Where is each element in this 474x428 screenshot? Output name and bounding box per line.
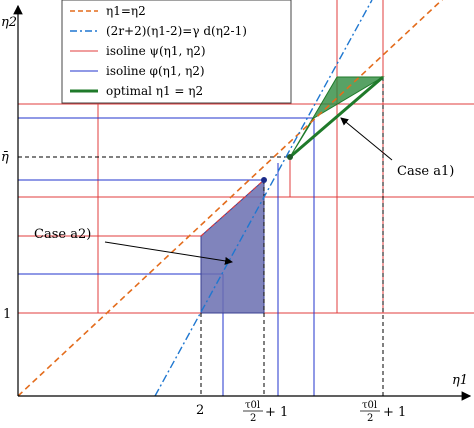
legend-box [61, 0, 292, 104]
diagonal-line [17, 0, 444, 397]
y-tick-one: 1 [3, 307, 11, 322]
constraint-line [154, 0, 373, 397]
guide-lines [18, 77, 384, 396]
a2-upper-edge [200, 179, 265, 237]
x-tick-tau-a-num: τ0l [245, 400, 260, 411]
phi-isolines [18, 117, 315, 396]
region-case-a1 [289, 76, 385, 158]
x-tick-tau-a: τ0l 2 + 1 [243, 400, 288, 424]
y-axis-label: η2 [1, 15, 17, 30]
legend-label-diag: η1=η2 [106, 4, 146, 18]
point-upper-a2 [261, 177, 267, 183]
x-tick-tau-a-suffix: + 1 [265, 405, 288, 420]
annotation-case-a2: Case a2) [34, 227, 91, 242]
legend-label-phi: isoline φ(η1, η2) [106, 64, 205, 78]
arrow-case-a2 [104, 241, 233, 265]
axes [13, 4, 472, 401]
x-tick-tau-b-suffix: + 1 [383, 405, 406, 420]
legend-label-constraint: (2r+2)(η1-2)=γ d(η2-1) [106, 24, 247, 38]
x-tick-tau-b-num: τ0l [362, 400, 377, 411]
arrow-case-a1 [340, 117, 393, 161]
x-tick-tau-a-den: 2 [250, 413, 256, 424]
x-tick-two: 2 [196, 403, 204, 418]
x-tick-tau-b-den: 2 [367, 413, 373, 424]
region-case-a2 [200, 178, 265, 314]
y-tick-etabar: η̄ [1, 150, 9, 165]
legend-label-optimal: optimal η1 = η2 [106, 84, 203, 98]
optimal-line [289, 75, 384, 159]
x-tick-tau-b: τ0l 2 + 1 [360, 400, 406, 424]
x-axis-label: η1 [452, 373, 468, 388]
legend: η1=η2 (2r+2)(η1-2)=γ d(η2-1) isoline ψ(η… [61, 0, 292, 104]
point-etabar [287, 154, 293, 160]
legend-label-psi: isoline ψ(η1, η2) [106, 44, 206, 58]
annotation-case-a1: Case a1) [397, 164, 454, 179]
